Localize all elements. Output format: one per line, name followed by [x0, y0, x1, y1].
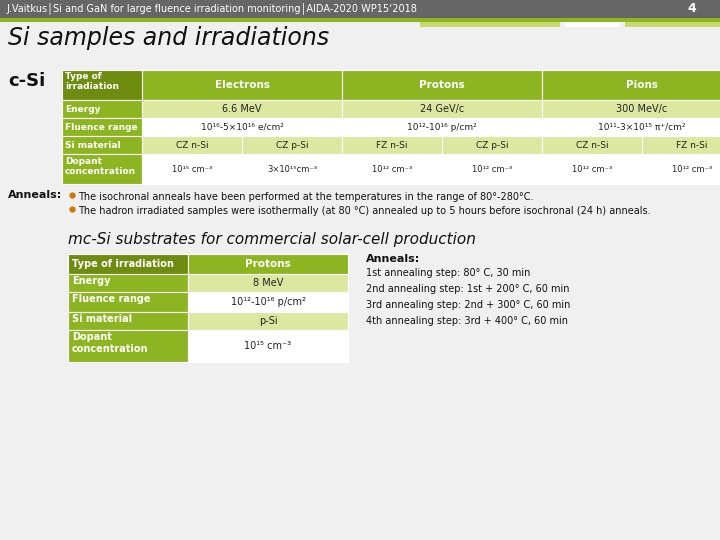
Bar — [342, 100, 542, 118]
Bar — [0, 18, 720, 22]
Bar — [62, 154, 142, 184]
Bar — [442, 136, 542, 154]
Text: Electrons: Electrons — [215, 80, 269, 90]
Text: Dopant
concentration: Dopant concentration — [72, 332, 148, 354]
Text: c-Si: c-Si — [8, 72, 45, 90]
Bar — [625, 22, 720, 27]
Text: Pions: Pions — [626, 80, 658, 90]
Text: Si material: Si material — [72, 314, 132, 324]
Text: CZ p-Si: CZ p-Si — [276, 140, 308, 150]
Text: 10¹¹-3×10¹⁵ π⁺/cm²: 10¹¹-3×10¹⁵ π⁺/cm² — [598, 123, 685, 132]
Bar — [188, 254, 348, 274]
Bar — [542, 100, 720, 118]
Text: 10¹⁵ cm⁻³: 10¹⁵ cm⁻³ — [172, 165, 212, 173]
Text: FZ n-Si: FZ n-Si — [676, 140, 708, 150]
Text: Type of
irradiation: Type of irradiation — [65, 72, 119, 91]
Text: Energy: Energy — [72, 276, 110, 286]
Text: p-Si: p-Si — [258, 316, 277, 326]
Text: The isochronal anneals have been performed at the temperatures in the range of 8: The isochronal anneals have been perform… — [78, 192, 534, 202]
Text: Si samples and irradiations: Si samples and irradiations — [8, 26, 329, 50]
Bar — [142, 154, 242, 184]
Text: Anneals:: Anneals: — [8, 190, 62, 200]
Bar — [342, 118, 542, 136]
Text: Anneals:: Anneals: — [366, 254, 420, 264]
Text: The hadron irradiated samples were isothermally (at 80 °C) annealed up to 5 hour: The hadron irradiated samples were isoth… — [78, 206, 651, 216]
Text: 10¹² cm⁻³: 10¹² cm⁻³ — [472, 165, 512, 173]
Text: 3rd annealing step: 2nd + 300° C, 60 min: 3rd annealing step: 2nd + 300° C, 60 min — [366, 300, 570, 310]
Text: J.Vaitkus│Si and GaN for large fluence irradiation monitoring│AIDA-2020 WP15‘201: J.Vaitkus│Si and GaN for large fluence i… — [6, 2, 417, 14]
Text: Fluence range: Fluence range — [65, 123, 138, 132]
Bar — [0, 0, 720, 18]
Bar — [642, 136, 720, 154]
Text: Type of irradiation: Type of irradiation — [72, 259, 174, 269]
Bar — [142, 100, 342, 118]
Bar — [62, 100, 142, 118]
Bar — [542, 118, 720, 136]
Bar — [442, 154, 542, 184]
Bar — [142, 136, 242, 154]
Text: 24 GeV/c: 24 GeV/c — [420, 104, 464, 114]
Bar — [188, 330, 348, 362]
Bar — [242, 154, 342, 184]
Text: 6.6 MeV: 6.6 MeV — [222, 104, 262, 114]
Text: 10¹⁶-5×10¹⁶ e/cm²: 10¹⁶-5×10¹⁶ e/cm² — [201, 123, 284, 132]
Text: 10¹² cm⁻³: 10¹² cm⁻³ — [572, 165, 612, 173]
Text: 8 MeV: 8 MeV — [253, 278, 283, 288]
Text: CZ p-Si: CZ p-Si — [476, 140, 508, 150]
Text: 3×10¹⁵cm⁻³: 3×10¹⁵cm⁻³ — [267, 165, 317, 173]
Bar — [342, 154, 442, 184]
Bar — [188, 274, 348, 292]
Bar — [188, 292, 348, 312]
Bar — [242, 136, 342, 154]
Text: Protons: Protons — [245, 259, 291, 269]
Bar — [420, 22, 560, 27]
Text: 10¹²-10¹⁶ p/cm²: 10¹²-10¹⁶ p/cm² — [230, 297, 305, 307]
Bar — [142, 118, 342, 136]
Text: 300 MeV/c: 300 MeV/c — [616, 104, 667, 114]
Bar — [68, 274, 188, 292]
Bar — [68, 292, 188, 312]
Text: 1st annealing step: 80° C, 30 min: 1st annealing step: 80° C, 30 min — [366, 268, 531, 278]
Text: 10¹⁵ cm⁻³: 10¹⁵ cm⁻³ — [244, 341, 292, 351]
Text: CZ n-Si: CZ n-Si — [576, 140, 608, 150]
Text: 2nd annealing step: 1st + 200° C, 60 min: 2nd annealing step: 1st + 200° C, 60 min — [366, 284, 570, 294]
Text: 4: 4 — [688, 2, 696, 15]
Bar — [342, 70, 542, 100]
Text: 10¹²-10¹⁶ p/cm²: 10¹²-10¹⁶ p/cm² — [407, 123, 477, 132]
Bar — [565, 22, 620, 27]
Bar — [68, 312, 188, 330]
Text: 10¹² cm⁻³: 10¹² cm⁻³ — [372, 165, 412, 173]
Text: Si material: Si material — [65, 140, 121, 150]
Bar — [542, 70, 720, 100]
Bar — [342, 136, 442, 154]
Bar — [62, 136, 142, 154]
Bar — [62, 118, 142, 136]
Text: CZ n-Si: CZ n-Si — [176, 140, 208, 150]
Text: mc-Si substrates for commercial solar-cell production: mc-Si substrates for commercial solar-ce… — [68, 232, 476, 247]
Bar — [68, 254, 188, 274]
Text: 4th annealing step: 3rd + 400° C, 60 min: 4th annealing step: 3rd + 400° C, 60 min — [366, 316, 568, 326]
Text: 10¹² cm⁻³: 10¹² cm⁻³ — [672, 165, 712, 173]
Bar — [642, 154, 720, 184]
Text: Fluence range: Fluence range — [72, 294, 150, 304]
Bar — [542, 154, 642, 184]
Text: Energy: Energy — [65, 105, 101, 113]
Text: Dopant
concentration: Dopant concentration — [65, 157, 136, 177]
Bar — [62, 70, 142, 100]
Bar — [142, 70, 342, 100]
Bar — [542, 136, 642, 154]
Text: Protons: Protons — [419, 80, 465, 90]
Bar — [188, 312, 348, 330]
Text: FZ n-Si: FZ n-Si — [377, 140, 408, 150]
Bar — [68, 330, 188, 362]
